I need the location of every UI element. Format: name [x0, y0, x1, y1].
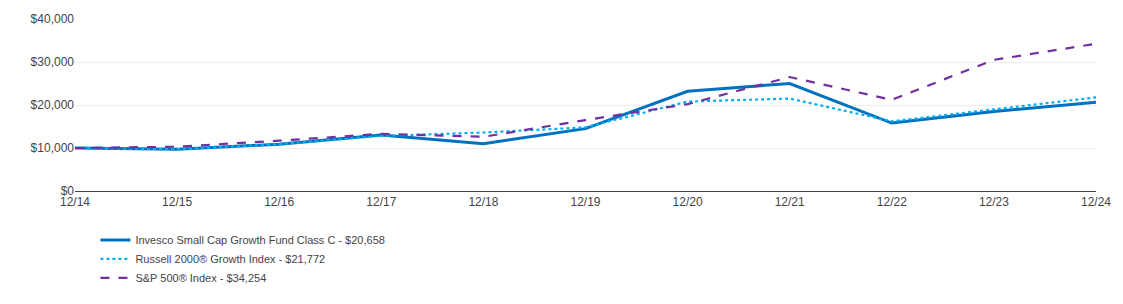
svg-text:Russell 2000® Growth Index - $: Russell 2000® Growth Index - $21,772: [135, 253, 325, 265]
svg-text:12/23: 12/23: [979, 195, 1009, 209]
svg-text:$30,000: $30,000: [31, 55, 75, 69]
svg-text:$10,000: $10,000: [31, 141, 75, 155]
svg-text:12/16: 12/16: [264, 195, 294, 209]
svg-text:12/15: 12/15: [162, 195, 192, 209]
svg-text:12/17: 12/17: [366, 195, 396, 209]
svg-text:12/19: 12/19: [570, 195, 600, 209]
svg-text:$0: $0: [61, 184, 75, 198]
svg-text:Invesco Small Cap Growth Fund: Invesco Small Cap Growth Fund Class C - …: [135, 234, 384, 246]
svg-text:S&P 500® Index - $34,254: S&P 500® Index - $34,254: [135, 272, 266, 284]
svg-text:12/14: 12/14: [60, 195, 90, 209]
svg-text:12/21: 12/21: [775, 195, 805, 209]
svg-text:12/18: 12/18: [468, 195, 498, 209]
svg-text:$20,000: $20,000: [31, 98, 75, 112]
svg-text:12/20: 12/20: [673, 195, 703, 209]
svg-text:12/22: 12/22: [877, 195, 907, 209]
svg-text:12/24: 12/24: [1081, 195, 1111, 209]
svg-text:$40,000: $40,000: [31, 12, 75, 26]
